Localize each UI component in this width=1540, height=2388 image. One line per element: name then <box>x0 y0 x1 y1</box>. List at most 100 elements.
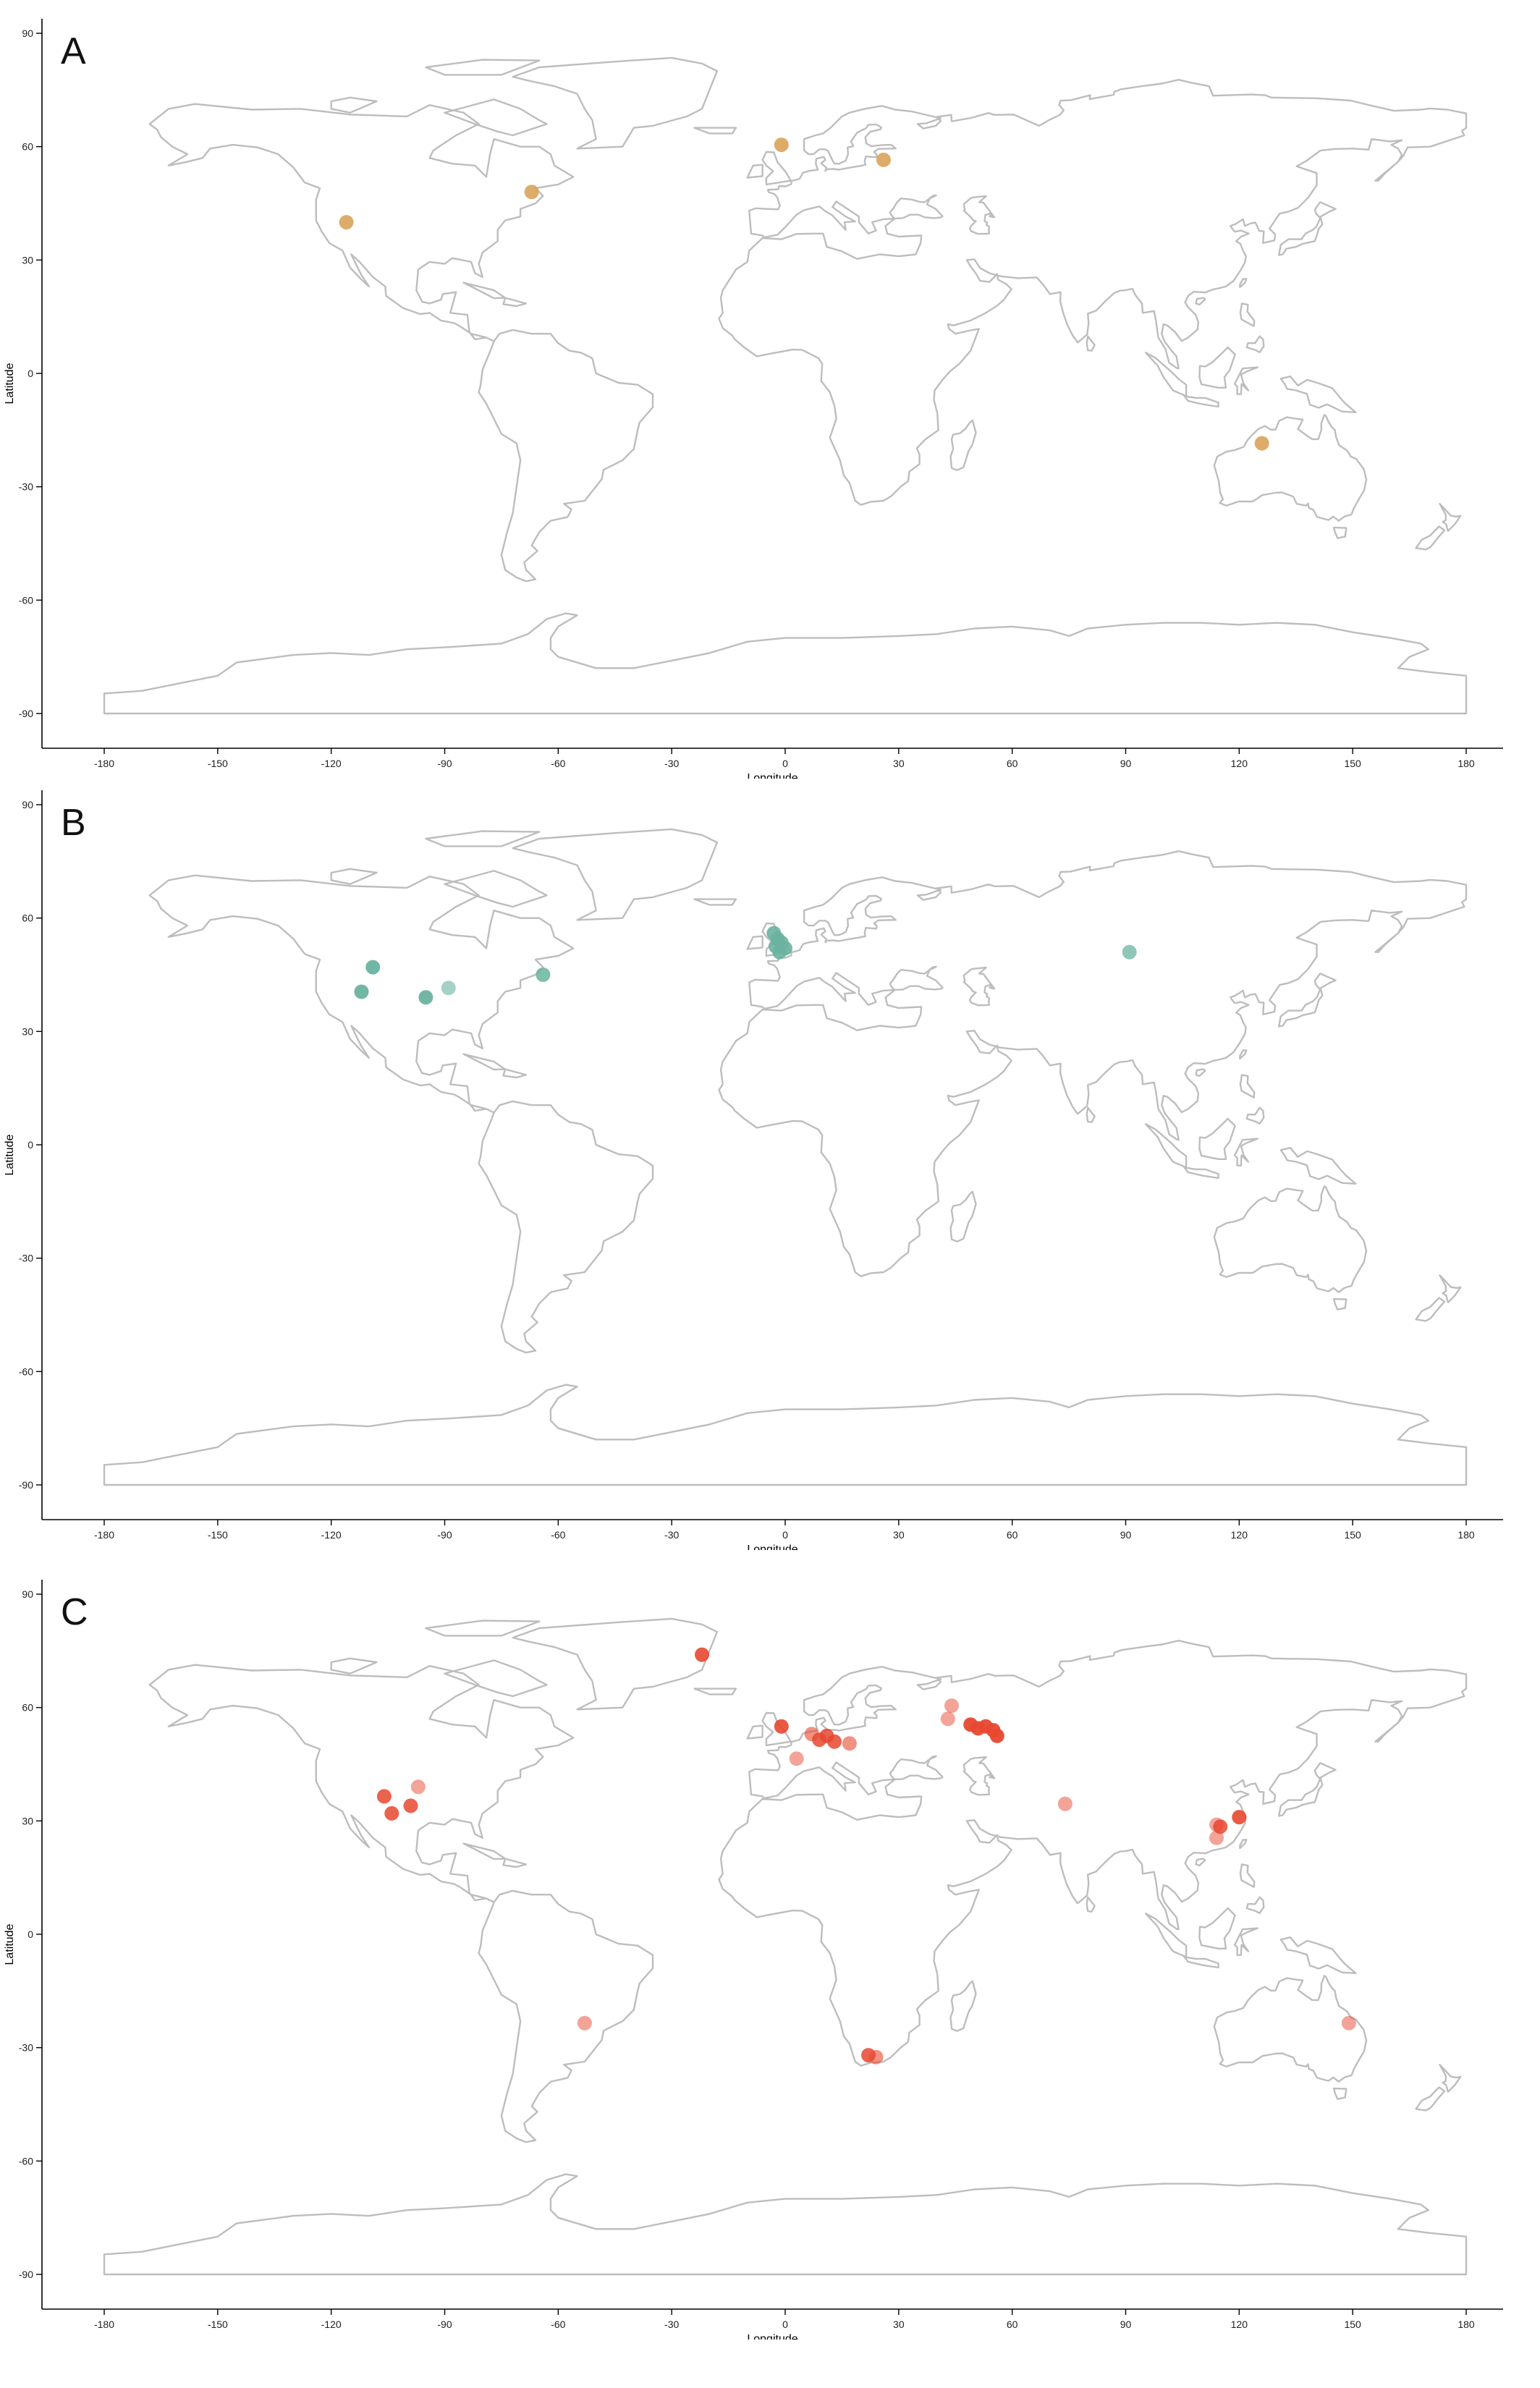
land-outline <box>1239 1074 1256 1098</box>
world-coastlines <box>103 56 1468 715</box>
x-tick-label: -60 <box>551 758 565 769</box>
data-point <box>524 185 539 200</box>
x-axis-title: Longitude <box>747 1544 798 1550</box>
land-outline <box>1213 1185 1368 1293</box>
data-point <box>772 944 787 960</box>
x-tick-label: 150 <box>1344 2319 1361 2330</box>
land-outline <box>1145 1913 1188 1958</box>
data-point <box>876 152 891 167</box>
y-tick-label: -30 <box>19 1253 33 1264</box>
data-point <box>1122 944 1137 960</box>
panel-label: C <box>61 1591 88 1633</box>
data-point <box>384 1805 399 1821</box>
x-tick-label: 90 <box>1120 758 1132 769</box>
y-tick-label: 90 <box>22 1588 33 1600</box>
land-outline <box>1415 2086 1446 2112</box>
land-outline <box>1145 352 1188 397</box>
land-outline <box>718 850 1468 1277</box>
x-tick-label: 0 <box>782 1529 788 1541</box>
land-outline <box>1195 1858 1206 1867</box>
data-point <box>774 137 789 153</box>
land-outline <box>1239 1839 1248 1850</box>
land-outline <box>330 1657 378 1674</box>
data-points <box>376 1647 1356 2065</box>
data-point <box>577 2015 592 2031</box>
x-tick-label: -30 <box>664 758 679 769</box>
land-outline <box>1415 525 1446 551</box>
x-tick-label: -180 <box>94 1529 114 1541</box>
x-tick-label: 180 <box>1458 2319 1475 2330</box>
y-axis-title: Latitude <box>4 1923 16 1965</box>
y-axis-title: Latitude <box>4 363 16 404</box>
land-outline <box>1332 2087 1348 2100</box>
land-outline <box>1183 1956 1219 1969</box>
y-tick-label: -90 <box>19 2269 33 2280</box>
x-tick-label: 90 <box>1120 2319 1132 2330</box>
land-outline <box>949 1980 977 2032</box>
data-point <box>989 1728 1004 1743</box>
land-outline <box>1195 297 1206 306</box>
land-outline <box>1198 346 1236 389</box>
x-tick-label: 60 <box>1007 2319 1018 2330</box>
y-tick-label: -60 <box>19 594 33 606</box>
land-outline <box>1313 201 1337 219</box>
x-tick-label: 30 <box>893 758 905 769</box>
land-outline <box>761 1711 792 1747</box>
data-point <box>418 990 433 1005</box>
data-point <box>339 215 354 230</box>
panel-label: A <box>61 30 86 72</box>
land-outline <box>1332 1297 1348 1311</box>
x-tick-label: -150 <box>208 1529 228 1541</box>
land-outline <box>148 103 654 583</box>
land-outline <box>1332 526 1348 539</box>
land-outline <box>148 874 654 1354</box>
land-outline <box>1239 278 1248 289</box>
land-outline <box>103 612 1468 715</box>
x-tick-label: 0 <box>782 758 788 769</box>
x-tick-label: 30 <box>893 2319 905 2330</box>
y-tick-label: -60 <box>19 2155 33 2167</box>
y-tick-label: 30 <box>22 1025 33 1037</box>
data-point <box>376 1789 392 1804</box>
data-point <box>1057 1796 1072 1811</box>
data-point <box>789 1751 804 1766</box>
data-point <box>1209 1830 1224 1845</box>
y-tick-label: 60 <box>22 1702 33 1714</box>
panel-label: B <box>61 802 86 844</box>
y-tick-label: 30 <box>22 1815 33 1826</box>
land-outline <box>502 1068 528 1079</box>
land-outline <box>330 96 378 114</box>
land-outline <box>949 419 977 471</box>
data-point <box>695 1647 709 1662</box>
data-point <box>842 1736 857 1751</box>
land-outline <box>462 1053 507 1071</box>
land-outline <box>889 1755 944 1781</box>
land-outline <box>103 2173 1468 2276</box>
land-outline <box>1233 366 1259 395</box>
data-point <box>1232 1810 1247 1825</box>
land-outline <box>1183 395 1219 408</box>
land-outline <box>1439 1274 1462 1303</box>
x-tick-label: -60 <box>551 2319 565 2330</box>
land-outline <box>1313 1762 1337 1779</box>
data-point <box>1254 436 1269 451</box>
land-outline <box>425 59 541 76</box>
x-tick-label: -180 <box>94 758 114 769</box>
x-tick-label: 150 <box>1344 1529 1361 1541</box>
land-outline <box>444 870 548 908</box>
map-panel-a: -180 -150 -120 -90 -60 -30 0 30 60 90 120 150 180 90 6… <box>4 19 1503 779</box>
land-outline <box>462 281 507 300</box>
land-outline <box>512 56 719 150</box>
y-tick-label: 30 <box>22 254 33 266</box>
x-axis-title: Longitude <box>747 772 798 779</box>
x-tick-label: 0 <box>782 2319 788 2330</box>
x-tick-label: 150 <box>1344 758 1361 769</box>
land-outline <box>502 1858 528 1868</box>
land-outline <box>1245 1896 1265 1914</box>
y-tick-label: -90 <box>19 1479 33 1491</box>
land-outline <box>425 1619 541 1637</box>
x-tick-label: -30 <box>664 1529 679 1541</box>
land-outline <box>1239 1049 1248 1060</box>
land-outline <box>962 1756 996 1796</box>
